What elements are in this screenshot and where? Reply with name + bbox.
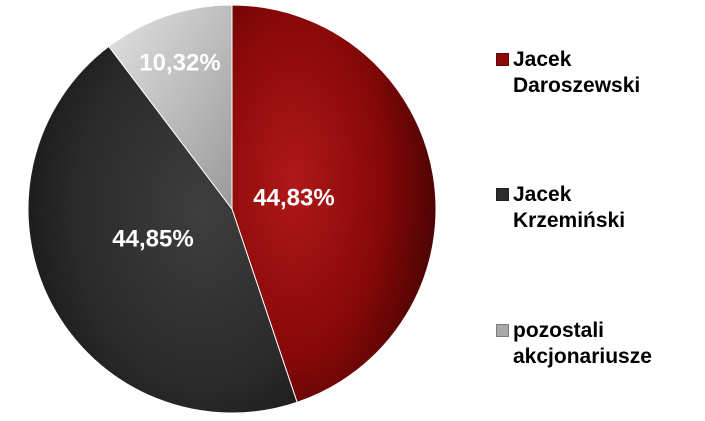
legend-swatch-grey [496, 324, 509, 337]
legend-swatch-dark [496, 188, 509, 201]
legend-label: pozostali akcjonariusze [513, 319, 652, 368]
pie-slice-pozostali-akcjonariusze [108, 4, 233, 211]
legend-item-pozostali-akcjonariusze: pozostali akcjonariusze [496, 318, 703, 370]
legend-swatch-red [496, 53, 509, 66]
legend-item-jacek-daroszewski: Jacek Daroszewski [496, 47, 663, 99]
pie-slice-value-label: 44,83% [253, 184, 334, 211]
pie-slices [27, 4, 437, 414]
pie-slice-labels: 44,83% 44,85% 10,32% [112, 49, 334, 252]
pie-slice-jacek-krzeminski [27, 45, 298, 414]
pie-slice-value-label: 10,32% [139, 49, 220, 76]
pie-chart: 44,83% 44,85% 10,32% [27, 4, 437, 414]
pie-slice-jacek-daroszewski [231, 4, 437, 403]
legend-item-jacek-krzeminski: Jacek Krzemiński [496, 182, 663, 234]
legend-label: Jacek Daroszewski [513, 48, 641, 97]
pie-slice-value-label: 44,85% [112, 225, 193, 252]
legend-label: Jacek Krzemiński [513, 183, 626, 232]
